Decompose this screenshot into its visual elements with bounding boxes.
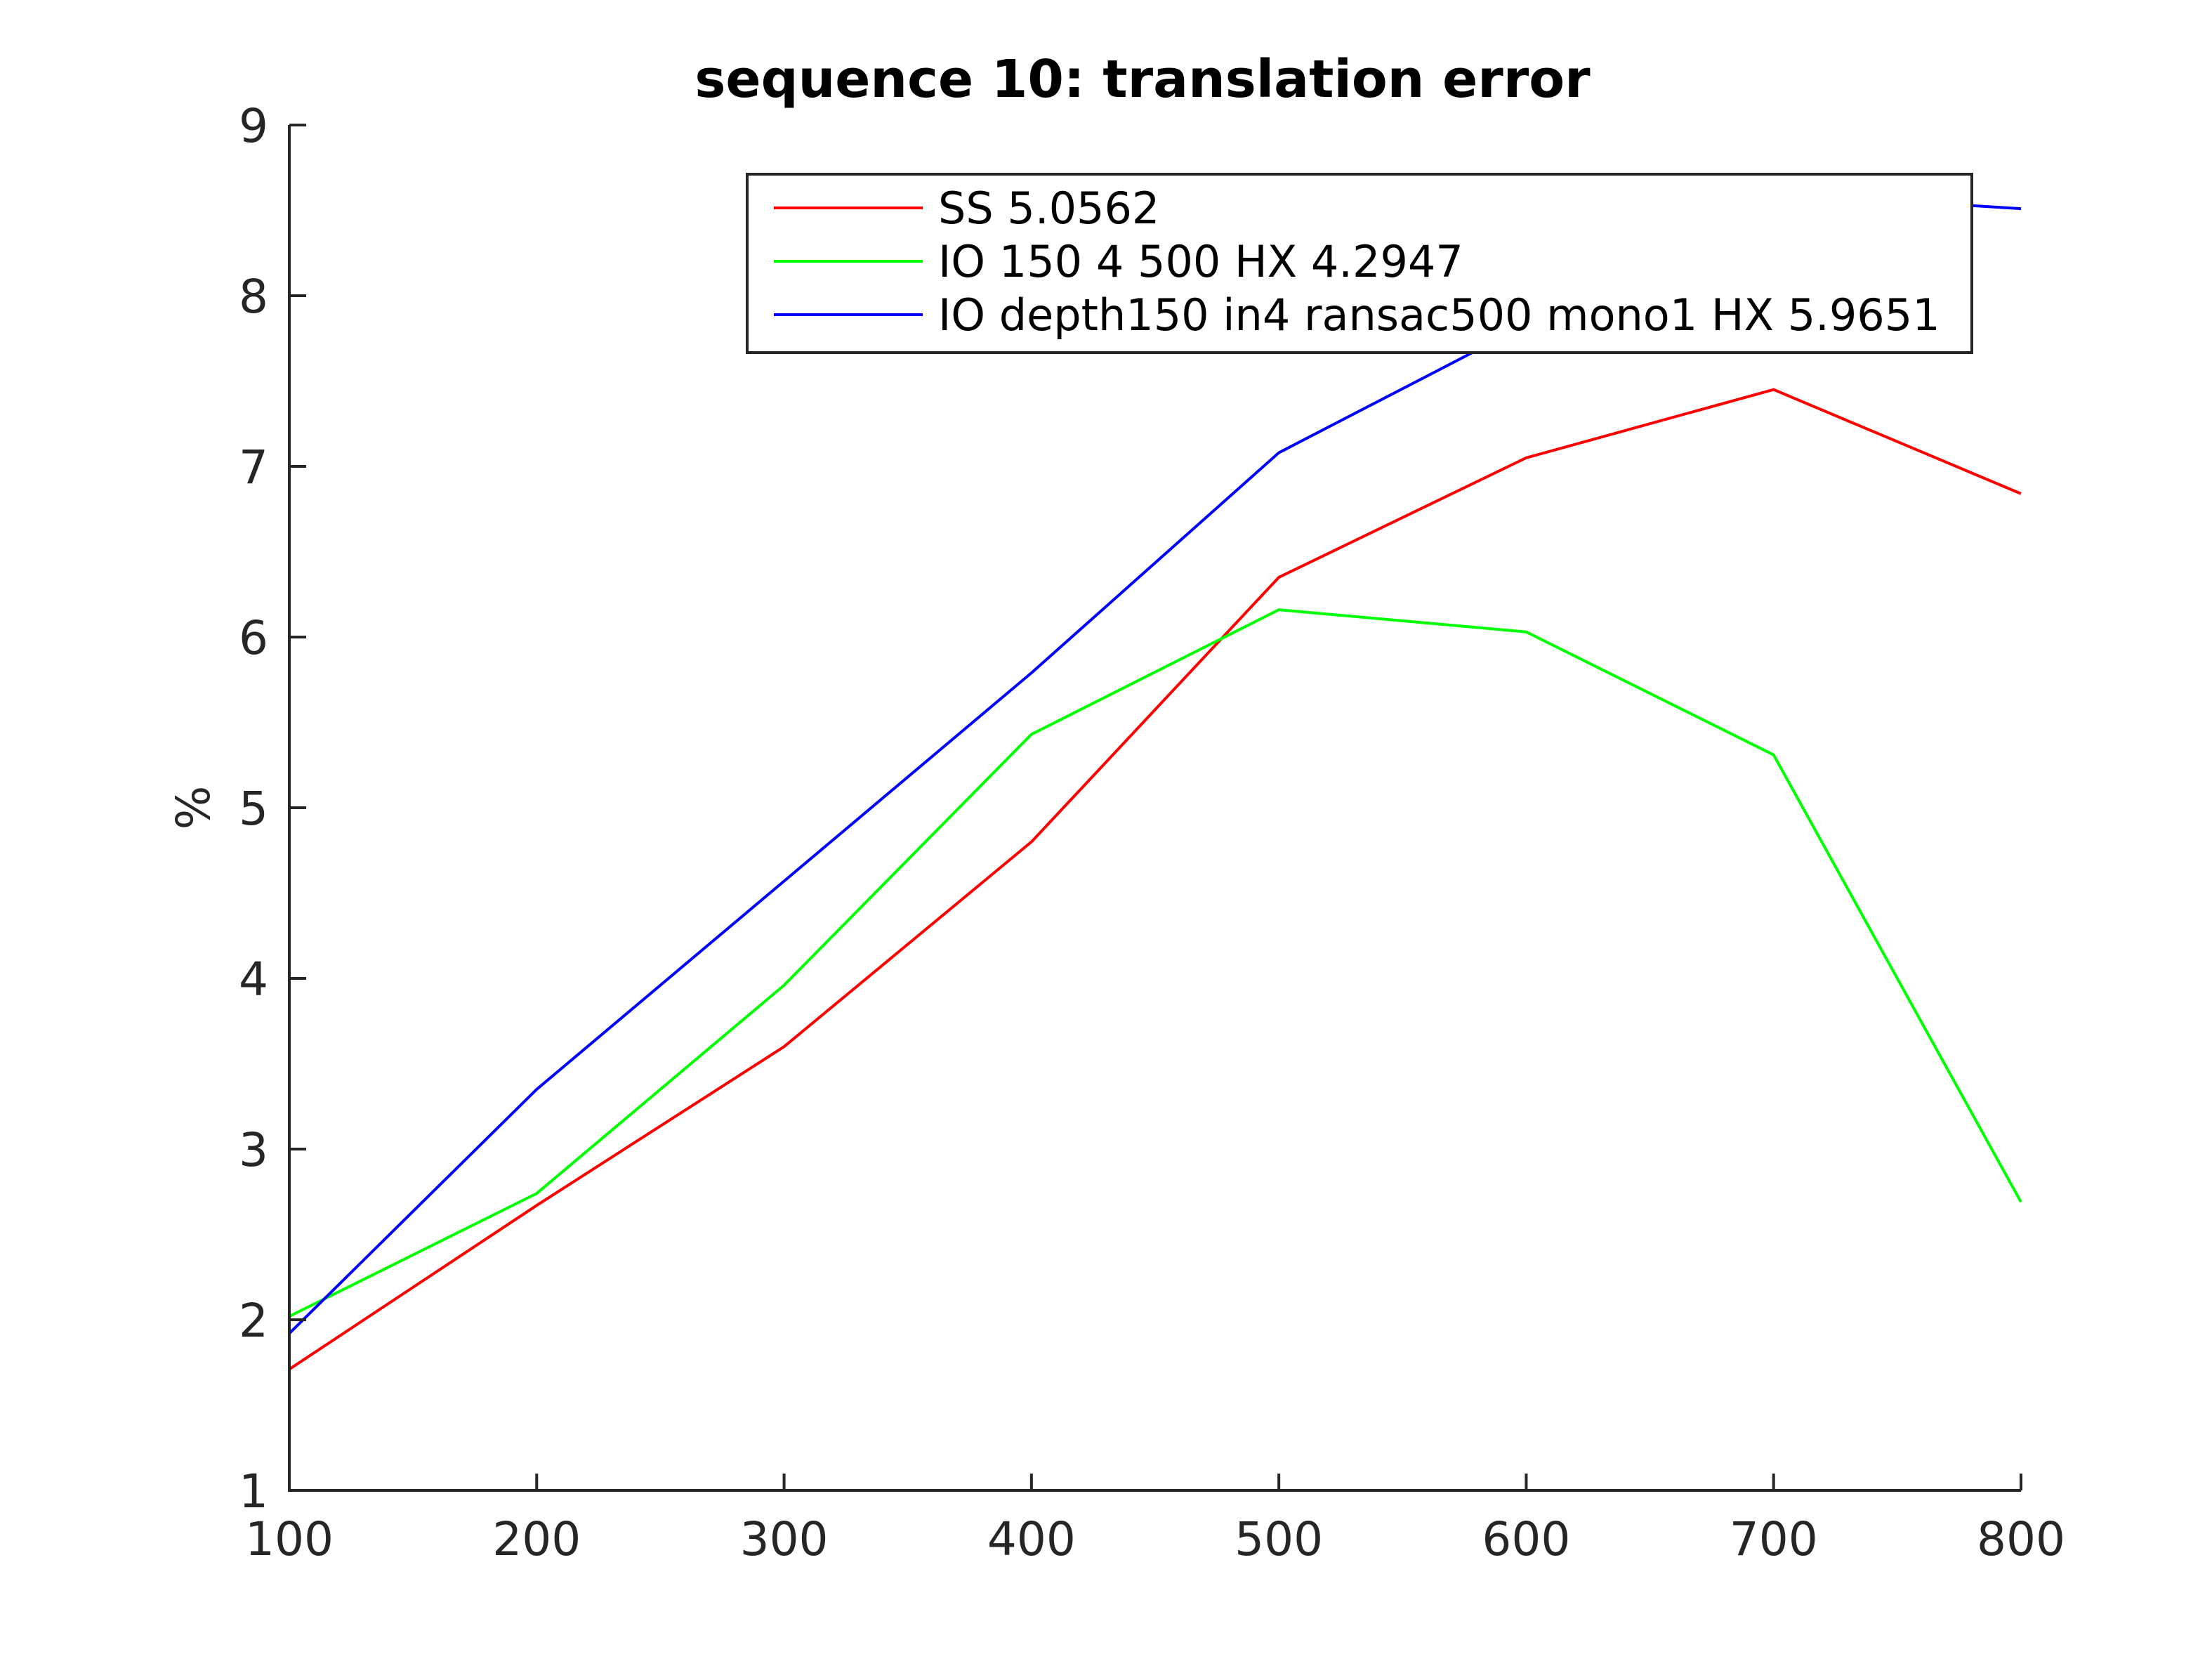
series-group — [288, 192, 2022, 1371]
x-tick-label: 300 — [740, 1512, 829, 1566]
x-tick-label: 100 — [245, 1512, 334, 1566]
y-tick-label: 7 — [239, 440, 268, 494]
x-tick-label: 700 — [1730, 1512, 1818, 1566]
legend-entry: IO 150 4 500 HX 4.2947 — [938, 236, 1463, 287]
chart-title: sequence 10: translation error — [694, 49, 1591, 110]
y-tick-label: 3 — [239, 1123, 268, 1177]
legend-entry: IO depth150 in4 ransac500 mono1 HX 5.965… — [938, 289, 1940, 341]
series-line — [288, 192, 2022, 1335]
series-line — [288, 388, 2022, 1371]
x-tick-label: 800 — [1977, 1512, 2065, 1566]
x-tick-label: 600 — [1482, 1512, 1570, 1566]
plot-area: 100 200 300 400 500 600 700 800 1 2 3 4 5 6 7 8 9 — [239, 99, 2065, 1566]
y-tick-label: 9 — [239, 99, 268, 153]
y-tick-label: 6 — [239, 611, 268, 665]
series-line — [289, 608, 2022, 1318]
y-axis: 1 2 3 4 5 6 7 8 9 — [239, 99, 306, 1519]
y-tick-label: 2 — [239, 1294, 268, 1348]
x-tick-label: 400 — [987, 1512, 1076, 1566]
x-tick-label: 500 — [1235, 1512, 1323, 1566]
y-tick-label: 4 — [239, 952, 268, 1006]
x-tick-label: 200 — [492, 1512, 581, 1566]
y-axis-label: % — [166, 786, 220, 830]
y-tick-label: 1 — [239, 1464, 268, 1519]
y-tick-label: 5 — [239, 782, 268, 836]
x-axis: 100 200 300 400 500 600 700 800 — [245, 1474, 2065, 1566]
legend-entry: SS 5.0562 — [938, 183, 1159, 234]
y-tick-label: 8 — [239, 270, 268, 324]
legend-box — [746, 173, 1973, 354]
